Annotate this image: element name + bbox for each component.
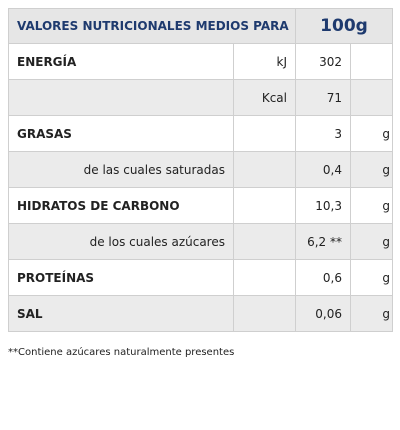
nutrient-value: 71: [295, 79, 351, 116]
nutrition-table: VALORES NUTRICIONALES MEDIOS PARA 100g E…: [8, 8, 393, 332]
nutrient-row: SAL 0,06 g: [8, 295, 393, 332]
value-unit: g: [350, 295, 393, 332]
nutrient-value: 0,4: [295, 151, 351, 188]
value-unit: g: [350, 151, 393, 188]
value-unit: [350, 79, 393, 116]
nutrient-label: SAL: [8, 295, 234, 332]
nutrient-label: HIDRATOS DE CARBONO: [8, 187, 234, 224]
energy-unit: [233, 187, 296, 224]
nutrient-row: PROTEÍNAS 0,6 g: [8, 259, 393, 296]
energy-unit: [233, 259, 296, 296]
energy-unit: [233, 223, 296, 260]
nutrition-table-wrap: VALORES NUTRICIONALES MEDIOS PARA 100g E…: [8, 8, 393, 332]
nutrient-row: HIDRATOS DE CARBONO 10,3 g: [8, 187, 393, 224]
nutrient-label: PROTEÍNAS: [8, 259, 234, 296]
value-unit: g: [350, 223, 393, 260]
header-amount: 100g: [295, 8, 393, 44]
energy-unit: [233, 151, 296, 188]
nutrient-value: 0,06: [295, 295, 351, 332]
header-title: VALORES NUTRICIONALES MEDIOS PARA: [8, 8, 296, 44]
nutrient-value: 0,6: [295, 259, 351, 296]
nutrient-label: de las cuales saturadas: [8, 151, 234, 188]
value-unit: [350, 43, 393, 80]
nutrient-value: 3: [295, 115, 351, 152]
nutrient-row: de las cuales saturadas 0,4 g: [8, 151, 393, 188]
nutrient-row: ENERGÍA kJ 302: [8, 43, 393, 80]
nutrient-row: Kcal 71: [8, 79, 393, 116]
value-unit: g: [350, 115, 393, 152]
value-unit: g: [350, 259, 393, 296]
energy-unit: Kcal: [233, 79, 296, 116]
nutrient-value: 302: [295, 43, 351, 80]
nutrient-label: GRASAS: [8, 115, 234, 152]
energy-unit: [233, 295, 296, 332]
nutrient-label: de los cuales azúcares: [8, 223, 234, 260]
nutrient-row: de los cuales azúcares 6,2 ** g: [8, 223, 393, 260]
nutrient-label: ENERGÍA: [8, 43, 234, 80]
nutrient-label: [8, 79, 234, 116]
nutrient-value: 10,3: [295, 187, 351, 224]
energy-unit: kJ: [233, 43, 296, 80]
footnote: **Contiene azúcares naturalmente present…: [8, 347, 235, 358]
value-unit: g: [350, 187, 393, 224]
nutrient-value: 6,2 **: [295, 223, 351, 260]
energy-unit: [233, 115, 296, 152]
nutrient-row: GRASAS 3 g: [8, 115, 393, 152]
header-row: VALORES NUTRICIONALES MEDIOS PARA 100g: [8, 8, 393, 44]
